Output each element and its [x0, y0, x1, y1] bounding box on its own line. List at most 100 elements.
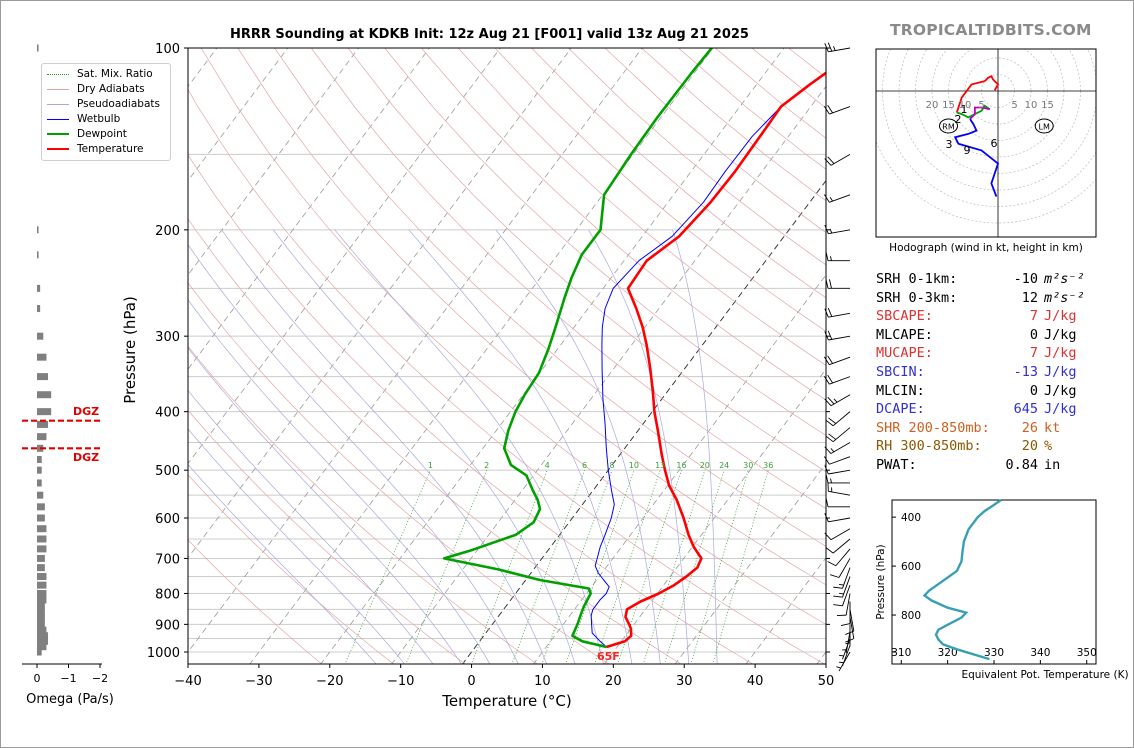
theta-e-frame: [891, 499, 1097, 665]
stat-row: SHR 200-850mb: 26 kt: [876, 420, 1086, 438]
wind-barb: [839, 638, 851, 660]
wind-barb-shaft: [829, 456, 851, 465]
stat-label: RH 300-850mb:: [876, 438, 982, 455]
omega-bar: [37, 589, 47, 597]
y-axis-label: Pressure (hPa): [121, 296, 139, 404]
wind-barb: [824, 394, 851, 407]
theta-e-x-tick-label: 320: [938, 647, 958, 659]
wind-barb-flag: [827, 396, 835, 405]
stat-row: SBCIN: -13 J/kg: [876, 364, 1086, 382]
wind-barb: [824, 528, 851, 541]
pseudoadiabat: [672, 229, 718, 664]
wind-barb-flag: [825, 419, 834, 427]
wind-barb: [827, 482, 851, 496]
theta-e-y-tick-label: 400: [901, 512, 921, 524]
theta-e-y-tick-label: 800: [901, 610, 921, 622]
hodograph-tick-label: 10: [959, 100, 972, 111]
wind-barb-flag: [824, 446, 832, 454]
stat-row: MLCIN: 0 J/kg: [876, 383, 1086, 401]
mixing-ratio-line: [642, 470, 706, 664]
stat-label: DCAPE:: [876, 401, 925, 418]
wind-barb: [824, 513, 851, 523]
stat-unit: J/kg: [1044, 308, 1077, 325]
stat-value: 7: [1029, 345, 1038, 362]
legend-label: Sat. Mix. Ratio: [77, 68, 153, 80]
wind-barb-shaft: [842, 576, 851, 598]
hodograph-height-label: 3: [946, 138, 953, 151]
wind-barb-shaft: [838, 651, 851, 672]
legend: Sat. Mix. Ratio Dry Adiabats Pseudoadiab…: [41, 63, 171, 161]
y-tick-label: 900: [155, 618, 180, 633]
legend-item-temperature: Temperature: [47, 142, 144, 156]
omega-bar: [37, 602, 45, 610]
wind-barb-shaft: [845, 631, 851, 654]
pseudoadiabat: [188, 389, 434, 664]
stat-unit: J/kg: [1044, 345, 1077, 362]
pseudoadiabat: [495, 229, 661, 664]
omega-bar: [37, 491, 44, 499]
hodograph-plot: [876, 49, 1096, 237]
wind-barb: [825, 411, 851, 427]
stat-label: SHR 200-850mb:: [876, 419, 990, 436]
wind-barb-flag: [827, 104, 833, 114]
dry-adiabat: [457, 48, 826, 366]
y-tick-label: 200: [155, 224, 180, 239]
wind-barb-shaft: [849, 609, 855, 632]
legend-label: Dewpoint: [77, 128, 127, 140]
dry-adiabat: [531, 48, 826, 299]
wind-barb: [824, 465, 851, 475]
stat-label: SBCIN:: [876, 364, 925, 380]
pseudoadiabat: [272, 229, 576, 664]
omega-bar: [37, 545, 47, 553]
theta-e-x-tick-label: 340: [1030, 647, 1050, 659]
omega-bar: [37, 420, 49, 428]
surface-temp-label: 65F: [597, 650, 620, 663]
omega-bar: [37, 479, 42, 487]
theta-e-y-tick-label: 600: [901, 561, 921, 573]
wind-barb: [833, 576, 851, 598]
hodograph-title: Hodograph (wind in kt, height in km): [889, 242, 1083, 254]
wind-barb-shaft: [830, 153, 851, 166]
wind-barb-shaft: [828, 47, 851, 53]
wind-barb-shaft: [845, 593, 851, 616]
wind-barb-shaft: [828, 335, 851, 341]
omega-tick-label: 0: [34, 672, 41, 685]
dry-adiabat: [494, 48, 826, 332]
wind-barb-flag: [825, 435, 834, 443]
stat-label: SRH 0-1km:: [876, 271, 958, 287]
wind-barb: [833, 567, 851, 589]
stat-unit: kt: [1044, 419, 1061, 436]
wind-barb-shaft: [828, 517, 851, 523]
wind-barb-flag: [833, 595, 843, 598]
mixing-ratio-line: [594, 470, 661, 664]
theta-e-x-tick-label: 310: [891, 647, 911, 659]
stat-value: -13: [1013, 364, 1038, 380]
wind-barb-flag: [839, 654, 844, 657]
wind-barb-shaft: [842, 638, 851, 660]
wind-barb: [836, 593, 851, 616]
hodograph-tick-label: 20: [926, 100, 939, 111]
wind-barb: [823, 456, 851, 465]
isotherm: [320, 48, 785, 664]
wind-barb-flag: [823, 106, 830, 115]
x-axis-label: Temperature (°C): [441, 692, 571, 710]
skewt-frame: [187, 47, 827, 665]
wind-barb-shaft: [829, 376, 851, 385]
pseudoadiabat: [408, 229, 633, 664]
wind-barb: [823, 194, 851, 203]
stat-unit: m²s⁻²: [1044, 289, 1085, 306]
dry-adiabat: [311, 48, 826, 509]
wind-barb-flag: [824, 308, 829, 318]
stat-row: DCAPE: 645 J/kg: [876, 401, 1086, 419]
omega-bar: [37, 581, 47, 589]
mixing-ratio-label: 16: [676, 461, 686, 470]
wind-barb-flag: [823, 194, 830, 203]
wind-barb: [824, 442, 851, 454]
mixing-ratio-label: 2: [484, 461, 489, 470]
x-tick-label: 20: [605, 674, 622, 689]
theta-e-profile: [922, 499, 1002, 661]
legend-label: Temperature: [77, 143, 144, 155]
omega-bar: [37, 251, 39, 259]
omega-bar: [37, 332, 44, 340]
wind-barb-flag: [824, 513, 829, 522]
